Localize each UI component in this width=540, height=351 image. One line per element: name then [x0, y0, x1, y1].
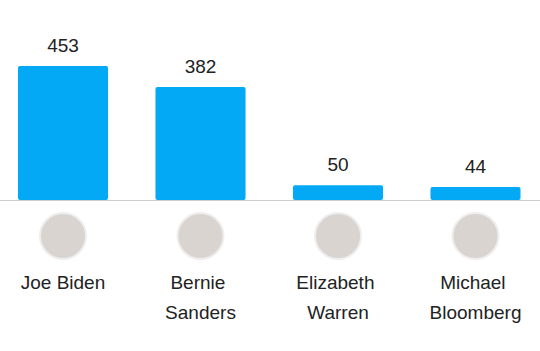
tick-label: Michael Bloomberg: [430, 272, 522, 322]
bar: [430, 187, 520, 200]
tick: Elizabeth Warren: [296, 200, 379, 323]
tick-label-line: Michael: [440, 272, 511, 293]
tick-label: Bernie Sanders: [165, 272, 236, 322]
x-axis: Joe Biden Bernie Sanders Elizabeth Warren M…: [0, 200, 540, 323]
tick: Bernie Sanders: [165, 200, 236, 323]
data-label: 50: [327, 154, 348, 175]
portrait: [178, 213, 224, 259]
data-labels: 453 382 50 44: [47, 35, 486, 177]
bar: [155, 87, 245, 200]
chart: Joe Biden Bernie Sanders Elizabeth Warren M…: [0, 0, 540, 351]
portrait: [315, 213, 361, 259]
tick-label-line: Bloomberg: [430, 302, 522, 323]
portrait: [40, 213, 86, 259]
data-label: 382: [185, 56, 217, 77]
tick-label-line: Warren: [307, 302, 369, 323]
tick: Joe Biden: [21, 200, 106, 293]
tick-label-line: Elizabeth: [296, 272, 379, 293]
data-label: 44: [465, 156, 487, 177]
bars: [18, 66, 521, 200]
bar: [18, 66, 108, 200]
tick-label-line: Bernie: [170, 272, 230, 293]
data-label: 453: [47, 35, 79, 56]
portraits: [40, 213, 499, 259]
portrait: [453, 213, 499, 259]
tick-label-line: Sanders: [165, 302, 236, 323]
axis-line: [0, 200, 540, 201]
tick-label: Joe Biden: [21, 272, 106, 293]
bar: [293, 185, 383, 200]
tick-label: Elizabeth Warren: [296, 272, 379, 322]
tick: Michael Bloomberg: [430, 200, 522, 323]
